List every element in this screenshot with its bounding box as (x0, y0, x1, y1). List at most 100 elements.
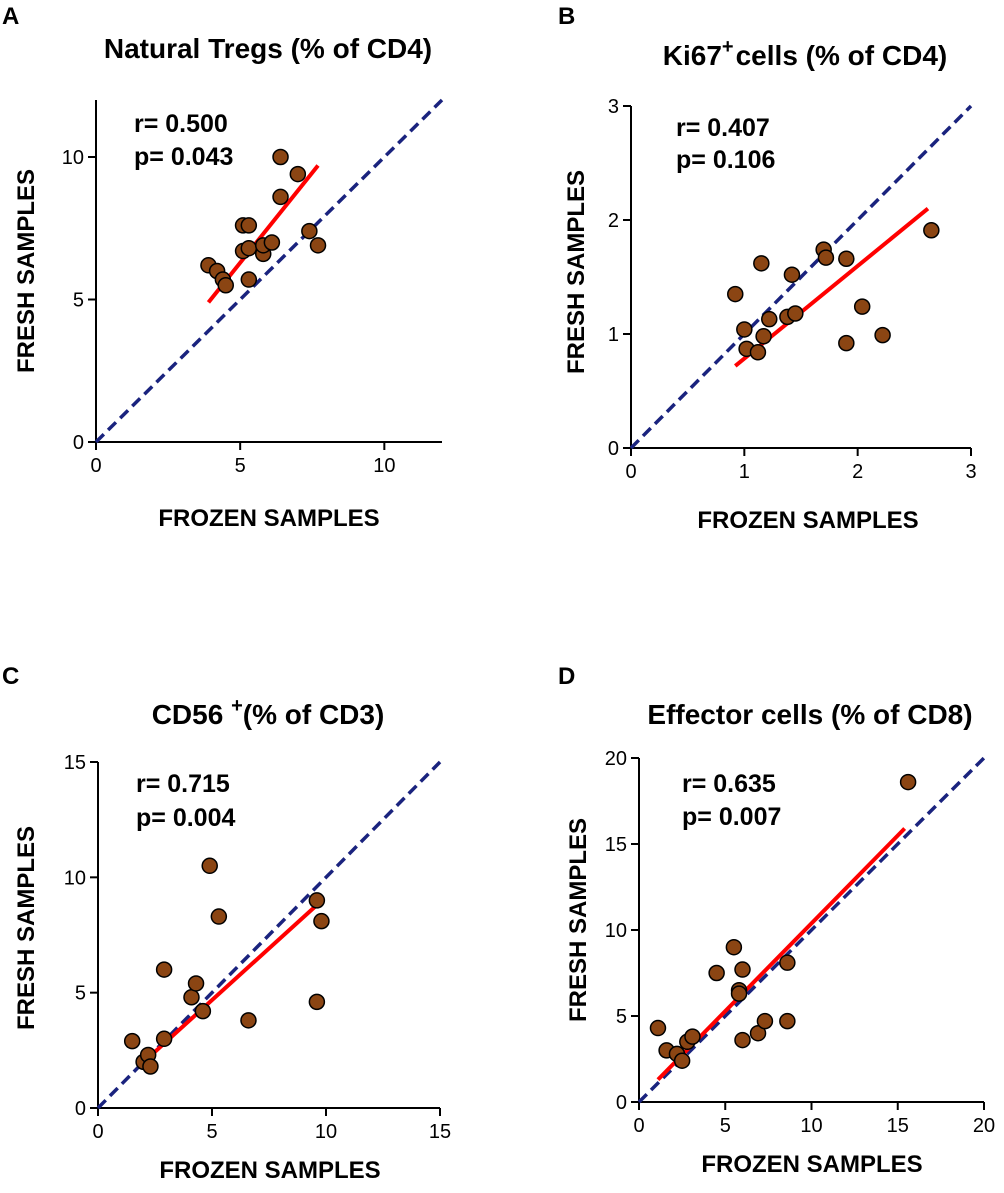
x-tick-label: 0 (625, 461, 636, 483)
chart-title: Ki67+cells (% of CD4) (663, 36, 947, 71)
y-tick-label: 15 (605, 834, 627, 856)
y-tick-label: 5 (75, 983, 86, 1005)
data-point (734, 1031, 751, 1049)
r-value: r= 0.500 (134, 110, 228, 138)
data-point (649, 1019, 667, 1037)
p-value: p= 0.007 (682, 803, 781, 831)
data-point (734, 961, 751, 978)
x-tick-label: 0 (92, 1121, 103, 1143)
data-point (817, 249, 835, 266)
y-tick-label: 10 (62, 147, 84, 169)
y-tick-label: 0 (75, 1098, 86, 1120)
y-tick-label: 2 (608, 210, 619, 232)
chart-title: CD56 +(% of CD3) (152, 695, 385, 730)
x-axis-label: FROZEN SAMPLES (158, 505, 379, 532)
data-point (155, 961, 173, 978)
p-value: p= 0.004 (136, 804, 235, 832)
identity-line (637, 756, 986, 1104)
data-point (838, 250, 855, 268)
data-point (240, 217, 258, 234)
data-point (779, 954, 796, 971)
data-point (194, 1002, 212, 1020)
data-point (853, 298, 871, 315)
x-tick-label: 5 (235, 455, 246, 477)
scatter-chart-d: D Effector cells (% of CD8) r= 0.635 p= … (558, 663, 995, 1178)
scatter-chart-c: C CD56 +(% of CD3) r= 0.715 p= 0.004 FRO… (2, 663, 451, 1184)
r-value: r= 0.635 (682, 770, 776, 798)
x-tick-label: 0 (90, 455, 101, 477)
data-point (779, 1012, 796, 1030)
panel-label: A (2, 3, 19, 30)
data-point (708, 964, 725, 982)
data-point (730, 985, 748, 1002)
data-point (240, 1012, 257, 1029)
panel-c: C CD56 +(% of CD3) r= 0.715 p= 0.004 FRO… (0, 620, 500, 1188)
data-point (838, 334, 855, 352)
data-point (187, 975, 205, 992)
data-point (263, 234, 281, 251)
x-tick-label: 10 (315, 1121, 337, 1143)
y-tick-label: 20 (605, 748, 627, 770)
panel-label: C (2, 663, 19, 690)
data-point (725, 938, 743, 956)
data-point (684, 1028, 701, 1045)
data-point (308, 993, 326, 1011)
data-point (673, 1052, 691, 1069)
x-axis-label: FROZEN SAMPLES (701, 1151, 922, 1178)
x-tick-label: 10 (373, 455, 395, 477)
data-point (289, 165, 307, 183)
data-point (313, 912, 330, 930)
x-axis-label: FROZEN SAMPLES (697, 507, 918, 534)
panel-d: D Effector cells (% of CD8) r= 0.635 p= … (502, 620, 1004, 1188)
x-tick-label: 15 (429, 1121, 451, 1143)
y-tick-label: 5 (616, 1006, 627, 1028)
data-point (142, 1058, 159, 1075)
data-point (756, 1012, 774, 1030)
panel-label: B (558, 3, 575, 30)
panel-a: A Natural Tregs (% of CD4) r= 0.500 p= 0… (0, 0, 500, 560)
data-point (201, 857, 218, 875)
p-value: p= 0.043 (134, 143, 233, 171)
data-point (923, 222, 940, 239)
panel-b: B Ki67+cells (% of CD4) r= 0.407 p= 0.10… (502, 0, 1004, 560)
plot-area: 0 1 2 3 0 1 2 3 (608, 96, 977, 483)
y-tick-label: 1 (608, 324, 619, 346)
identity-line (629, 104, 973, 450)
data-point (308, 892, 326, 909)
data-point (736, 321, 753, 338)
data-point (874, 326, 891, 344)
y-tick-label: 10 (605, 920, 627, 942)
plot-area: 0 5 10 15 20 0 5 10 15 20 (605, 748, 995, 1137)
data-point (727, 285, 744, 303)
data-point (183, 989, 200, 1006)
data-point (272, 148, 289, 166)
data-point (301, 222, 318, 240)
y-tick-label: 0 (73, 432, 84, 454)
data-point (755, 328, 772, 345)
y-tick-label: 15 (64, 752, 86, 774)
y-axis-label: FRESH SAMPLES (565, 818, 592, 1022)
plot-area: 0 5 10 15 0 5 10 15 (64, 752, 451, 1143)
x-tick-label: 2 (852, 461, 863, 483)
data-point (123, 1032, 141, 1050)
y-tick-label: 0 (616, 1092, 627, 1114)
x-tick-label: 0 (633, 1115, 644, 1137)
x-tick-label: 1 (739, 461, 750, 483)
chart-title: Natural Tregs (% of CD4) (104, 33, 432, 64)
data-point (155, 1030, 173, 1048)
y-tick-label: 3 (608, 96, 619, 118)
y-axis-label: FRESH SAMPLES (13, 169, 40, 373)
y-axis-label: FRESH SAMPLES (563, 170, 590, 374)
data-point (749, 1024, 767, 1042)
data-point (787, 305, 804, 322)
r-value: r= 0.407 (676, 114, 770, 142)
identity-line (94, 98, 444, 444)
r-value: r= 0.715 (136, 770, 230, 798)
y-tick-label: 0 (608, 438, 619, 460)
data-point (761, 310, 778, 328)
data-point (309, 237, 327, 254)
scatter-chart-b: B Ki67+cells (% of CD4) r= 0.407 p= 0.10… (558, 3, 977, 534)
data-point (210, 908, 228, 925)
data-point (272, 188, 289, 206)
data-point (753, 255, 770, 272)
